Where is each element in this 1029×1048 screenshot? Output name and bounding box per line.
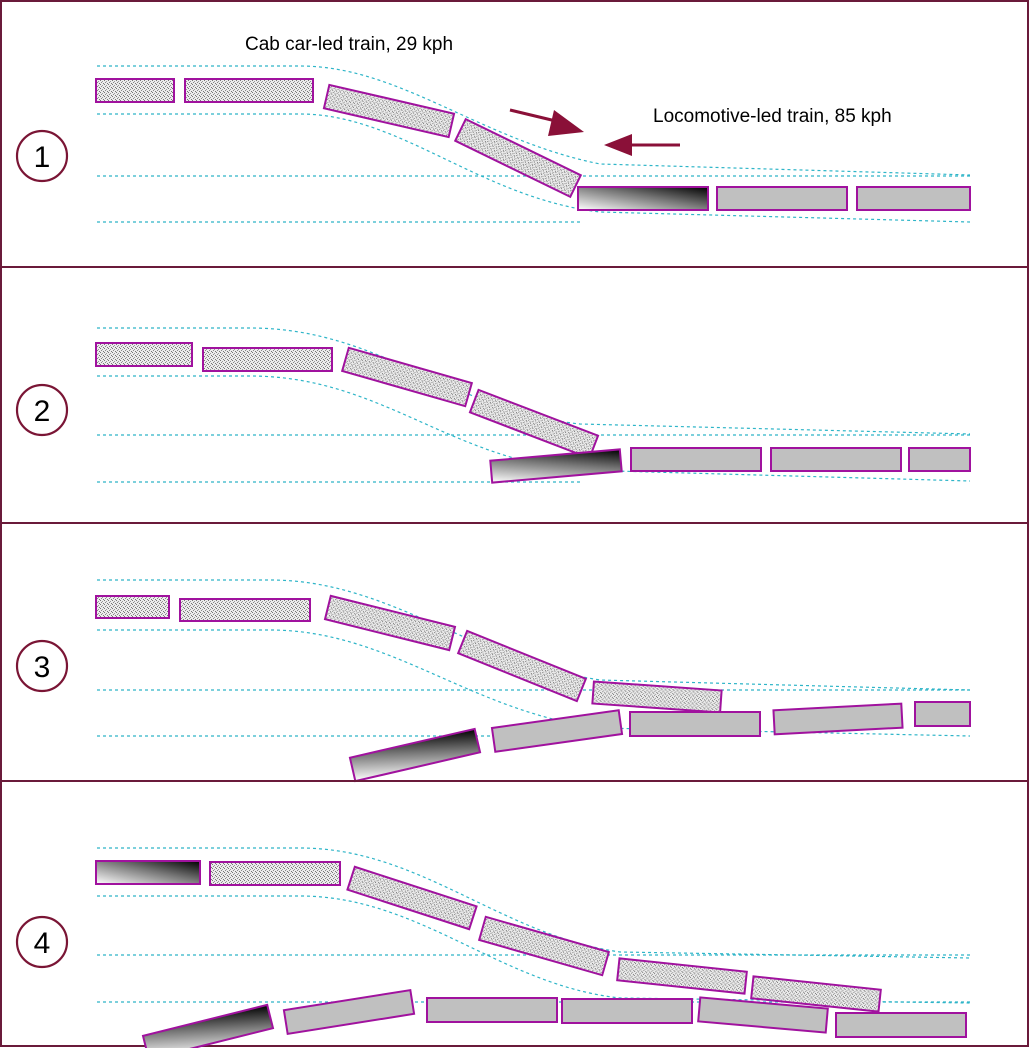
- cab-car-train-caption: Cab car-led train, 29 kph: [245, 34, 453, 55]
- passenger-car: [426, 997, 558, 1023]
- cab-car-train-car: [323, 594, 457, 652]
- step-number: 4: [34, 927, 51, 960]
- cab-car-train-car: [456, 629, 588, 703]
- panel-2: 2: [0, 266, 1029, 524]
- panel-4-border: [0, 780, 1029, 1047]
- passenger-car: [490, 709, 624, 753]
- passenger-car: [856, 186, 971, 211]
- arrow-left: [604, 134, 680, 156]
- cab-car-train: [95, 594, 723, 714]
- step-marker-2: 2: [15, 383, 69, 437]
- cab-car-train-car: [209, 861, 341, 886]
- panel-1-border: [0, 0, 1029, 268]
- cab-car-train-car: [750, 975, 882, 1013]
- cab-car-train-car: [477, 915, 611, 977]
- cab-car-train-car: [453, 117, 583, 199]
- step-number: 1: [34, 141, 51, 174]
- cab-car-train: [95, 860, 882, 1013]
- step-marker-4: 4: [15, 915, 69, 969]
- step-marker-3: 3: [15, 639, 69, 693]
- passenger-car: [716, 186, 848, 211]
- cab-car-train-car: [184, 78, 314, 103]
- locomotive-train-caption: Locomotive-led train, 85 kph: [653, 106, 892, 127]
- passenger-car: [772, 702, 904, 736]
- locomotive-led-train: [577, 186, 971, 211]
- passenger-car: [835, 1012, 967, 1038]
- passenger-car: [282, 988, 416, 1036]
- locomotive-led-train: [489, 447, 971, 484]
- locomotive: [141, 1003, 275, 1048]
- cab-car-train-car: [468, 388, 600, 460]
- cab-car-train: [95, 342, 600, 460]
- step-number: 2: [34, 395, 51, 428]
- cab-car-train-car: [322, 83, 456, 139]
- locomotive: [348, 727, 482, 783]
- passenger-car: [630, 447, 762, 472]
- locomotive: [489, 448, 623, 484]
- passenger-car: [770, 447, 902, 472]
- panel-2-border: [0, 266, 1029, 524]
- passenger-car: [629, 711, 761, 737]
- passenger-car: [561, 998, 693, 1024]
- tracks: [97, 65, 971, 223]
- panel-4: 4: [0, 780, 1029, 1048]
- cab-car-train: [95, 78, 583, 199]
- cab-car-train-car: [95, 595, 170, 619]
- passenger-car: [908, 447, 971, 472]
- cab-car-train-car: [95, 342, 193, 367]
- passenger-car: [914, 701, 971, 727]
- locomotive-led-train: [348, 701, 971, 783]
- step-number: 3: [34, 651, 51, 684]
- locomotive-led-train: [141, 988, 967, 1048]
- panel-1: Cab car-led train, 29 kph Locomotive-led…: [0, 0, 1029, 268]
- cab-car-train-car: [202, 347, 333, 372]
- cab-car-train-car: [616, 957, 748, 995]
- cab-car-train-car: [591, 680, 723, 714]
- locomotive: [95, 860, 201, 885]
- cab-car-train-car: [340, 346, 474, 408]
- cab-car-train-car: [346, 865, 478, 931]
- arrow-right: [509, 108, 584, 136]
- cab-car-train-car: [95, 78, 175, 103]
- locomotive: [577, 186, 709, 211]
- step-marker-1: 1: [15, 129, 69, 183]
- cab-car-train-car: [179, 598, 311, 622]
- passenger-car: [697, 996, 829, 1034]
- panel-3: 3: [0, 522, 1029, 783]
